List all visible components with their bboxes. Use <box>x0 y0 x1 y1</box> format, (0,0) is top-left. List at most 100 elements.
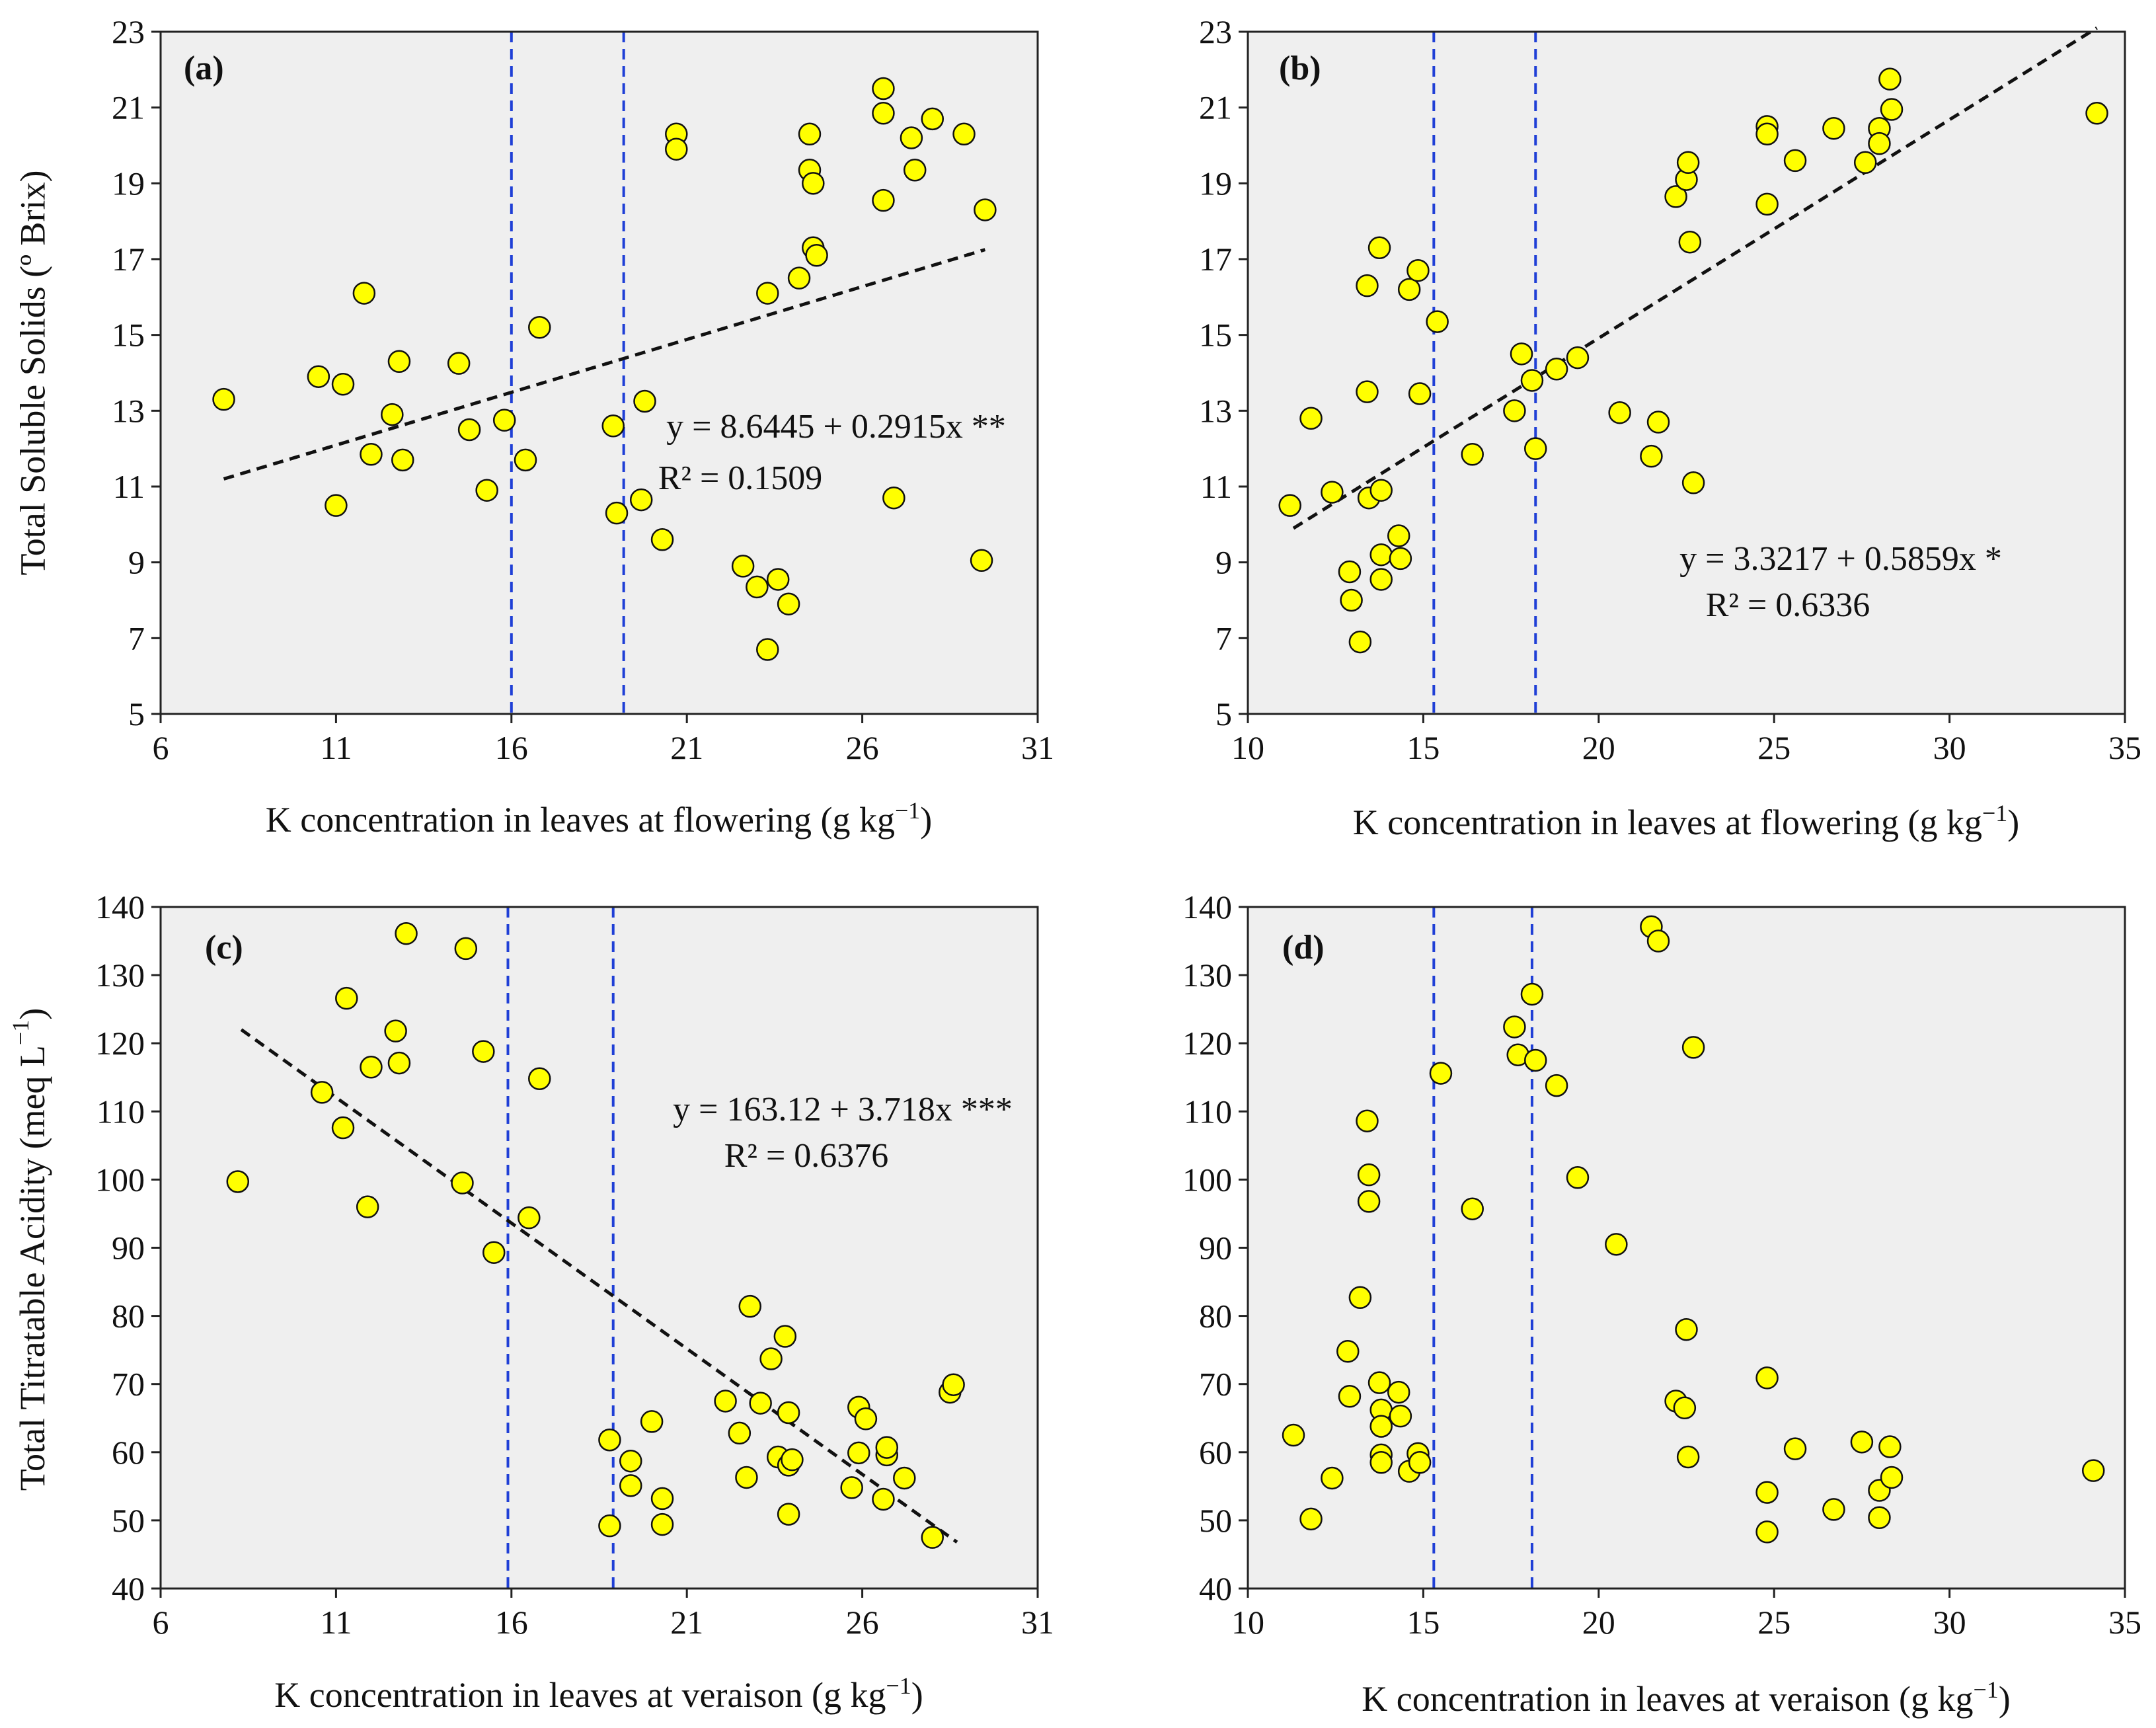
data-point-b-33 <box>1678 230 1702 254</box>
data-point-d-44 <box>1878 1435 1902 1458</box>
r-squared-c: R² = 0.6376 <box>724 1137 889 1175</box>
data-point-d-32 <box>1673 1396 1697 1420</box>
x-tick-label-a-1: 6 <box>153 729 169 766</box>
x-tick-label-d-6: 35 <box>2108 1604 2141 1641</box>
data-point-d-25 <box>1524 1048 1547 1072</box>
x-axis-label-end-c: ) <box>911 1675 923 1715</box>
data-point-c-15 <box>528 1067 551 1091</box>
data-point-d-46 <box>2081 1459 2105 1482</box>
panel-label-c: (c) <box>205 929 243 966</box>
data-point-a-30 <box>798 122 822 146</box>
data-point-a-16 <box>601 414 625 438</box>
data-point-d-45 <box>1880 1466 1904 1489</box>
data-point-d-36 <box>1755 1366 1779 1390</box>
data-point-d-37 <box>1755 1481 1779 1504</box>
data-point-a-8 <box>387 350 411 373</box>
data-point-d-19 <box>1408 1451 1432 1474</box>
trend-line-a <box>223 248 986 481</box>
y-axis-label-end-c: ) <box>13 1008 52 1020</box>
data-point-b-37 <box>1755 192 1779 216</box>
data-point-b-8 <box>1356 380 1379 403</box>
x-tick-label-c-3: 16 <box>495 1604 528 1641</box>
x-tick-label-c-4: 21 <box>670 1604 703 1641</box>
x-axis-label-sup-d: −1 <box>1973 1676 1998 1703</box>
plot-frame-b <box>1247 30 2126 715</box>
data-point-c-5 <box>356 1195 379 1218</box>
data-point-d-3 <box>1321 1466 1344 1490</box>
data-point-c-18 <box>619 1449 642 1473</box>
y-tick-label-c-1: 40 <box>112 1570 145 1607</box>
data-point-a-39 <box>900 126 923 149</box>
y-tick-label-c-6: 90 <box>112 1230 145 1267</box>
regression-equation-c: y = 163.12 + 3.718x *** <box>673 1091 1013 1128</box>
data-point-b-4 <box>1338 560 1362 584</box>
x-tick-label-c-2: 11 <box>320 1604 352 1641</box>
data-point-d-26 <box>1545 1074 1568 1097</box>
y-tick-label-b-1: 5 <box>1215 695 1232 732</box>
data-point-c-38 <box>854 1407 878 1431</box>
x-tick-label-c-5: 26 <box>846 1604 879 1641</box>
data-point-b-36 <box>1755 122 1779 146</box>
x-axis-label-sup-b: −1 <box>1982 800 2007 826</box>
x-tick-label-b-3: 20 <box>1582 729 1615 766</box>
data-point-b-18 <box>1408 382 1432 405</box>
data-point-b-15 <box>1389 547 1412 570</box>
r-squared-a: R² = 0.1509 <box>658 459 823 497</box>
data-point-a-28 <box>777 592 800 615</box>
data-point-a-40 <box>903 159 927 182</box>
y-tick-label-a-7: 17 <box>112 241 145 278</box>
y-tick-label-d-11: 140 <box>1182 888 1232 925</box>
data-point-b-7 <box>1356 274 1379 297</box>
data-point-d-22 <box>1503 1015 1526 1039</box>
y-tick-label-d-7: 100 <box>1182 1161 1232 1198</box>
y-tick-label-c-2: 50 <box>112 1502 145 1539</box>
data-point-c-23 <box>714 1390 737 1413</box>
data-point-c-39 <box>872 1487 895 1511</box>
data-point-b-42 <box>1868 132 1891 155</box>
data-point-b-40 <box>1853 151 1877 175</box>
data-point-a-14 <box>514 448 537 472</box>
data-point-c-31 <box>777 1401 800 1425</box>
data-point-a-7 <box>381 403 404 426</box>
panel-label-b: (b) <box>1279 50 1321 87</box>
data-point-a-32 <box>802 172 825 195</box>
y-tick-label-b-6: 15 <box>1199 317 1232 354</box>
data-point-c-19 <box>619 1474 642 1497</box>
data-point-d-28 <box>1605 1233 1628 1256</box>
data-point-a-1 <box>212 387 235 411</box>
y-axis-label-c: Total Titratable Acidity (meq L−1) <box>7 1008 52 1491</box>
data-point-c-36 <box>847 1441 870 1465</box>
data-point-c-10 <box>451 1171 474 1195</box>
data-point-c-24 <box>728 1421 751 1445</box>
data-point-c-1 <box>226 1170 250 1193</box>
y-tick-label-d-6: 90 <box>1199 1230 1232 1267</box>
data-point-b-25 <box>1545 358 1568 381</box>
x-tick-label-b-4: 25 <box>1757 729 1790 766</box>
data-point-d-10 <box>1367 1371 1391 1394</box>
plot-area-b <box>1248 32 2125 714</box>
x-axis-label-sup-c: −1 <box>886 1672 911 1699</box>
data-point-b-39 <box>1822 116 1845 140</box>
x-tick-label-d-5: 30 <box>1933 1604 1966 1641</box>
y-tick-label-c-11: 140 <box>95 888 145 925</box>
x-tick-label-d-4: 25 <box>1757 1604 1790 1641</box>
y-tick-label-d-2: 50 <box>1199 1502 1232 1539</box>
data-point-b-13 <box>1369 568 1393 591</box>
data-point-d-34 <box>1676 1445 1700 1469</box>
data-point-a-10 <box>447 352 471 375</box>
data-point-a-25 <box>756 638 779 661</box>
y-tick-label-d-5: 80 <box>1199 1298 1232 1335</box>
data-point-c-8 <box>387 1051 411 1075</box>
y-tick-label-a-6: 15 <box>112 317 145 354</box>
data-point-b-34 <box>1681 471 1705 494</box>
data-point-a-5 <box>352 282 376 305</box>
data-point-a-17 <box>605 501 629 525</box>
data-point-a-11 <box>457 418 481 442</box>
x-axis-label-sup-a: −1 <box>895 797 920 824</box>
y-tick-label-c-7: 100 <box>95 1161 145 1198</box>
data-point-d-14 <box>1369 1451 1393 1474</box>
x-tick-label-d-1: 10 <box>1231 1604 1264 1641</box>
data-point-a-23 <box>731 555 755 578</box>
data-point-c-30 <box>773 1325 797 1348</box>
data-point-a-9 <box>391 448 414 472</box>
